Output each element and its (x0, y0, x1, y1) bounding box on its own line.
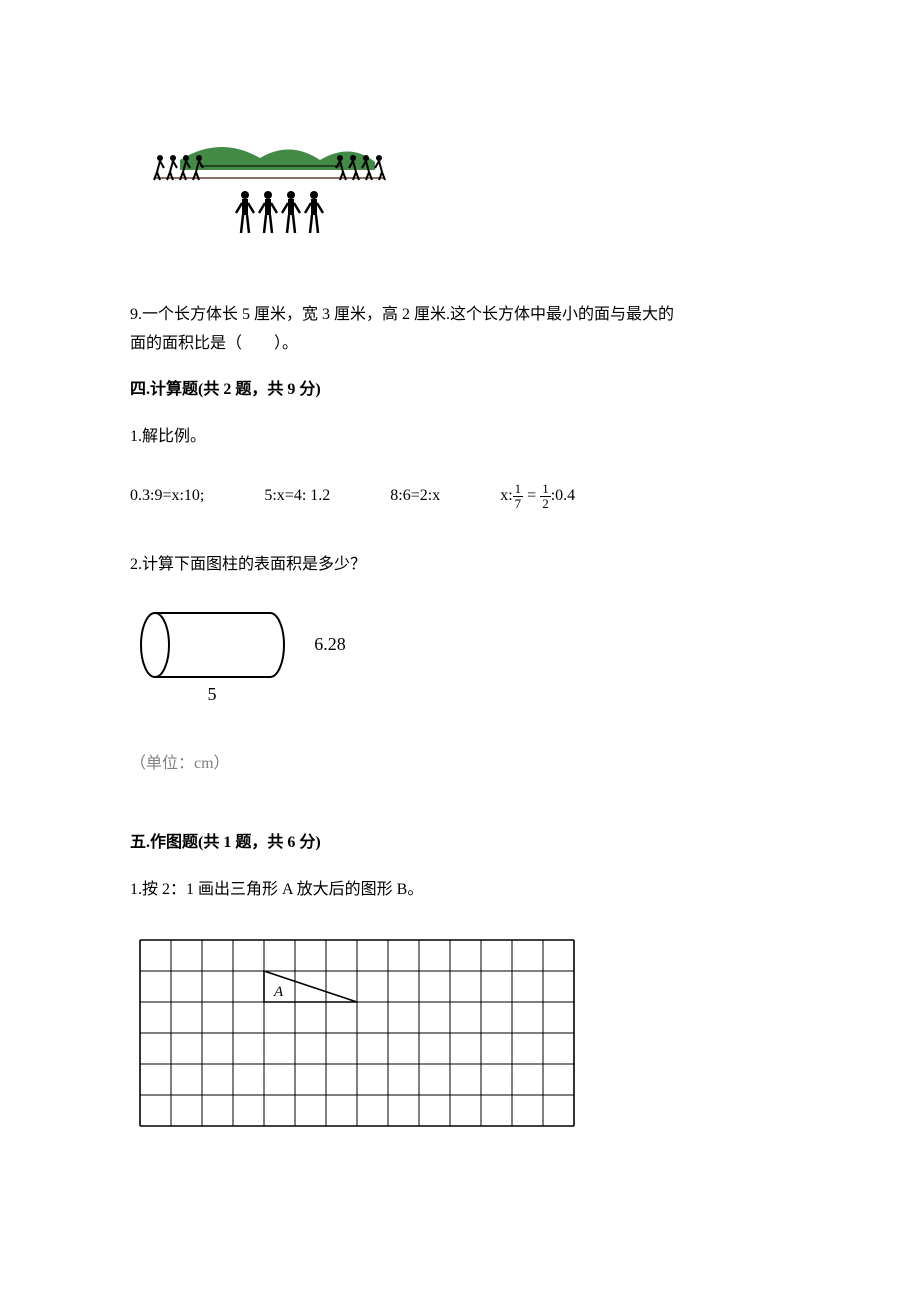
eq-3: 8:6=2:x (390, 482, 440, 511)
question-9: 9.一个长方体长 5 厘米，宽 3 厘米，高 2 厘米.这个长方体中最小的面与最… (130, 301, 800, 359)
eq-2: 5:x=4: 1.2 (264, 482, 330, 511)
s4-q2-label: 2.计算下面图柱的表面积是多少？ (130, 551, 800, 580)
cyl-length-label: 5 (208, 684, 217, 704)
s5-q1-label: 1.按 2：1 画出三角形 A 放大后的图形 B。 (130, 876, 800, 905)
section-5-heading: 五.作图题(共 1 题，共 6 分) (130, 829, 800, 858)
q9-line1: 9.一个长方体长 5 厘米，宽 3 厘米，高 2 厘米.这个长方体中最小的面与最… (130, 301, 800, 330)
fraction-1-7: 17 (513, 482, 524, 510)
q9-line2: 面的面积比是（ ）。 (130, 330, 800, 359)
unit-note: （单位：cm） (130, 750, 800, 779)
cyl-diameter-label: 6.28 (314, 634, 346, 654)
eq4-suffix: :0.4 (551, 487, 575, 504)
section-4-heading: 四.计算题(共 2 题，共 9 分) (130, 376, 800, 405)
cylinder-figure: 6.28 5 (130, 600, 800, 721)
eq4-prefix: x: (500, 487, 512, 504)
s4-q1-label: 1.解比例。 (130, 423, 800, 452)
eq-4: x:17 = 12:0.4 (500, 482, 575, 511)
svg-text:A: A (273, 984, 284, 1000)
fraction-1-2: 12 (540, 482, 551, 510)
eq4-mid: = (523, 487, 540, 504)
eq-1: 0.3:9=x:10; (130, 482, 204, 511)
grid-figure: A (130, 930, 800, 1147)
proportion-equations: 0.3:9=x:10; 5:x=4: 1.2 8:6=2:x x:17 = 12… (130, 482, 800, 511)
tug-of-war-illustration (140, 130, 800, 251)
